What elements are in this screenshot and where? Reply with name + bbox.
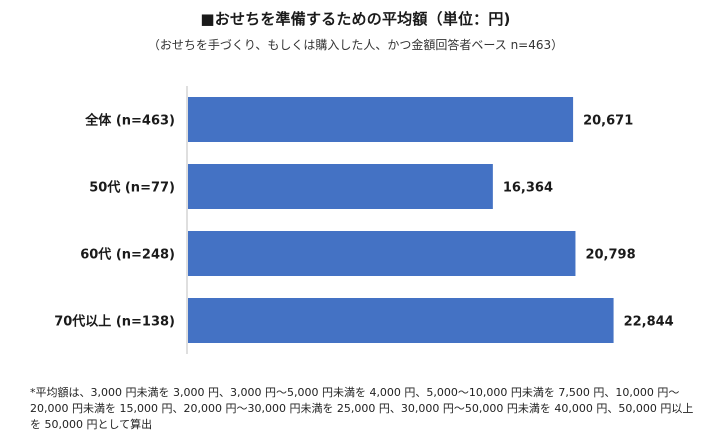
category-tick-label: 60代 (n=248) [80,247,175,263]
data-label: 20,671 [583,114,633,129]
data-label: 20,798 [585,248,635,263]
bar [188,164,493,209]
data-label: 16,364 [503,181,553,196]
footnote: *平均額は、3,000 円未満を 3,000 円、3,000 円〜5,000 円… [30,386,694,431]
bar [188,97,574,142]
category-tick-label: 70代以上 (n=138) [54,314,175,330]
chart-subtitle: （おせちを手づくり、もしくは購入した人、かつ金額回答者ベース n=463） [147,38,564,52]
category-tick-label: 50代 (n=77) [89,180,175,196]
chart-title: ■おせちを準備するための平均額（単位：円) [200,10,511,28]
data-label: 22,844 [624,315,674,330]
category-tick-label: 全体 (n=463) [84,113,175,129]
bar [188,298,614,343]
bar [188,231,576,276]
